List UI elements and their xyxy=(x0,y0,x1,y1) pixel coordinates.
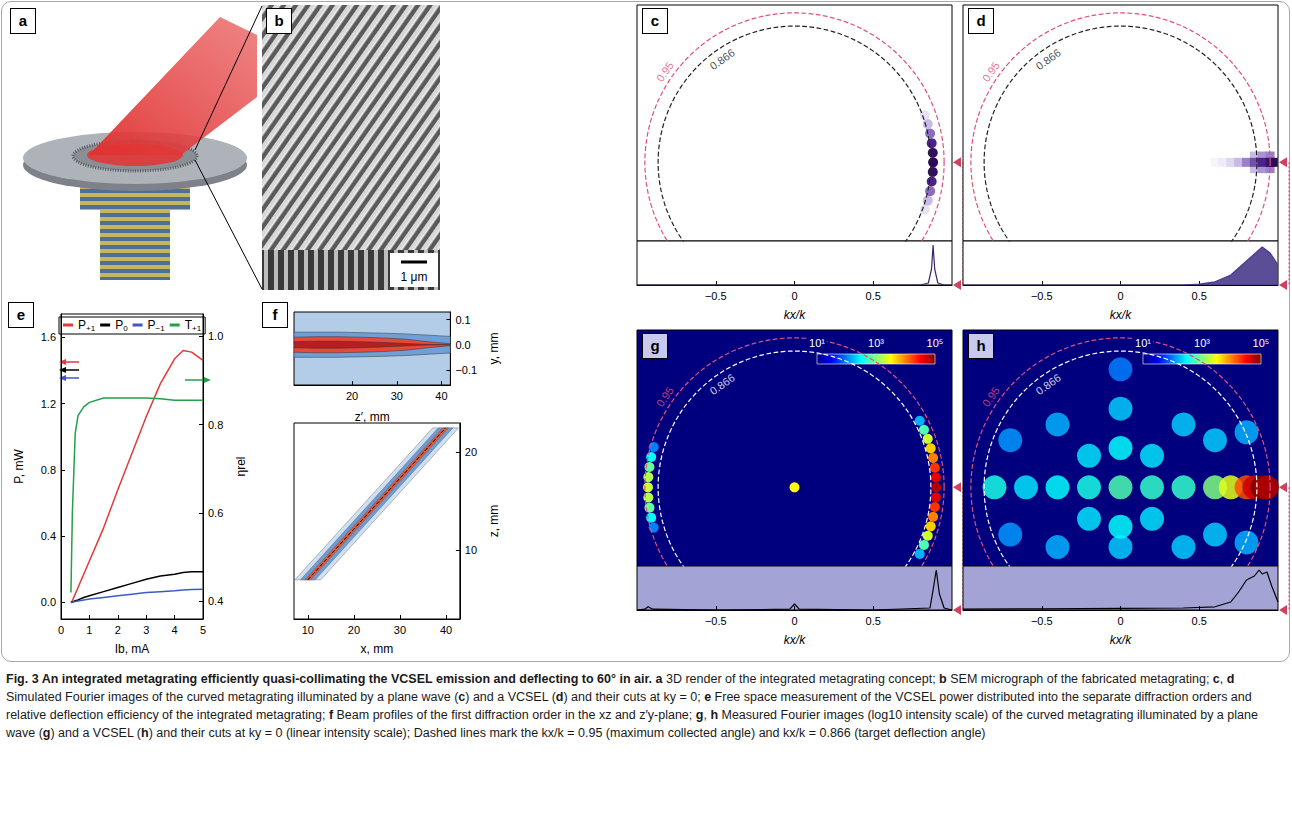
svg-text:0.866: 0.866 xyxy=(708,46,737,72)
svg-text:0.95: 0.95 xyxy=(980,59,1002,83)
svg-text:20: 20 xyxy=(348,624,360,636)
svg-text:0.8: 0.8 xyxy=(208,419,223,431)
html-text:e: e xyxy=(16,306,26,323)
svg-text:0.866: 0.866 xyxy=(1034,46,1063,72)
svg-text:10⁵: 10⁵ xyxy=(927,337,944,349)
svg-text:30: 30 xyxy=(394,624,406,636)
svg-text:40: 40 xyxy=(435,390,447,402)
svg-text:−0.1: −0.1 xyxy=(455,364,477,376)
svg-text:3: 3 xyxy=(143,624,149,636)
svg-text:−0.5: −0.5 xyxy=(1031,290,1053,302)
svg-text:ηrel: ηrel xyxy=(234,456,248,476)
svg-text:kx/k: kx/k xyxy=(1110,633,1132,647)
html-text:b: b xyxy=(274,12,284,29)
svg-text:0: 0 xyxy=(58,624,64,636)
svg-text:0.5: 0.5 xyxy=(866,290,881,302)
svg-text:1.2: 1.2 xyxy=(41,398,56,410)
svg-text:kx/k: kx/k xyxy=(784,308,806,322)
svg-text:T: T xyxy=(184,318,192,332)
html-text:Simulated Fourier images of th: Simulated Fourier images of the curved m… xyxy=(6,690,1258,740)
svg-text:kx/k: kx/k xyxy=(1110,308,1132,322)
html-text:h: h xyxy=(976,337,986,354)
svg-text:P, mW: P, mW xyxy=(12,449,26,484)
svg-text:10: 10 xyxy=(465,544,477,556)
svg-text:0.866: 0.866 xyxy=(1034,371,1063,397)
svg-text:y, mm: y, mm xyxy=(487,333,501,365)
svg-text:0: 0 xyxy=(123,324,128,333)
svg-text:0: 0 xyxy=(1117,290,1123,302)
svg-text:5: 5 xyxy=(200,624,206,636)
svg-text:0.0: 0.0 xyxy=(455,339,470,351)
html-text:d: d xyxy=(976,12,986,29)
svg-text:0.4: 0.4 xyxy=(41,530,56,542)
svg-text:0.95: 0.95 xyxy=(654,384,676,408)
svg-text:0.6: 0.6 xyxy=(208,507,223,519)
svg-text:20: 20 xyxy=(465,446,477,458)
svg-text:0.866: 0.866 xyxy=(708,371,737,397)
svg-text:P: P xyxy=(148,318,156,332)
svg-text:30: 30 xyxy=(391,390,403,402)
svg-text:2: 2 xyxy=(115,624,121,636)
svg-text:+1: +1 xyxy=(192,324,202,333)
svg-text:−0.5: −0.5 xyxy=(705,290,727,302)
svg-text:20: 20 xyxy=(346,390,358,402)
svg-text:z′, mm: z′, mm xyxy=(355,410,390,424)
svg-text:kx/k: kx/k xyxy=(784,633,806,647)
svg-text:0: 0 xyxy=(791,615,797,627)
svg-text:10³: 10³ xyxy=(868,337,884,349)
svg-text:1.6: 1.6 xyxy=(41,331,56,343)
svg-text:4: 4 xyxy=(172,624,178,636)
svg-text:0: 0 xyxy=(791,290,797,302)
svg-text:z, mm: z, mm xyxy=(487,505,501,538)
svg-text:−0.5: −0.5 xyxy=(705,615,727,627)
svg-text:10³: 10³ xyxy=(1194,337,1210,349)
html-text:c: c xyxy=(650,12,660,29)
svg-text:10¹: 10¹ xyxy=(1135,337,1151,349)
svg-text:10¹: 10¹ xyxy=(809,337,825,349)
svg-text:1 μm: 1 μm xyxy=(401,270,428,284)
svg-text:0.4: 0.4 xyxy=(208,595,223,607)
svg-text:0: 0 xyxy=(1117,615,1123,627)
svg-text:+1: +1 xyxy=(86,324,96,333)
svg-text:P: P xyxy=(115,318,123,332)
html-text:a: a xyxy=(18,12,28,29)
svg-text:40: 40 xyxy=(440,624,452,636)
svg-text:0.8: 0.8 xyxy=(41,464,56,476)
html-text:g: g xyxy=(650,337,660,354)
svg-text:0.5: 0.5 xyxy=(1192,615,1207,627)
svg-text:0.1: 0.1 xyxy=(455,314,470,326)
html-text:Fig. 3 An integrated metagrati: Fig. 3 An integrated metagrating efficie… xyxy=(6,672,1235,686)
html-text:f: f xyxy=(272,306,278,323)
svg-text:0.95: 0.95 xyxy=(654,59,676,83)
svg-text:0.0: 0.0 xyxy=(41,596,56,608)
svg-text:x, mm: x, mm xyxy=(361,642,394,656)
svg-text:0.5: 0.5 xyxy=(866,615,881,627)
svg-text:1: 1 xyxy=(86,624,92,636)
svg-text:0.5: 0.5 xyxy=(1192,290,1207,302)
svg-text:10⁵: 10⁵ xyxy=(1253,337,1270,349)
svg-text:10: 10 xyxy=(302,624,314,636)
svg-text:1.0: 1.0 xyxy=(208,330,223,342)
svg-text:Ib, mA: Ib, mA xyxy=(115,642,150,656)
svg-text:P: P xyxy=(78,318,86,332)
svg-text:−1: −1 xyxy=(156,324,166,333)
svg-text:0.95: 0.95 xyxy=(980,384,1002,408)
svg-text:−0.5: −0.5 xyxy=(1031,615,1053,627)
